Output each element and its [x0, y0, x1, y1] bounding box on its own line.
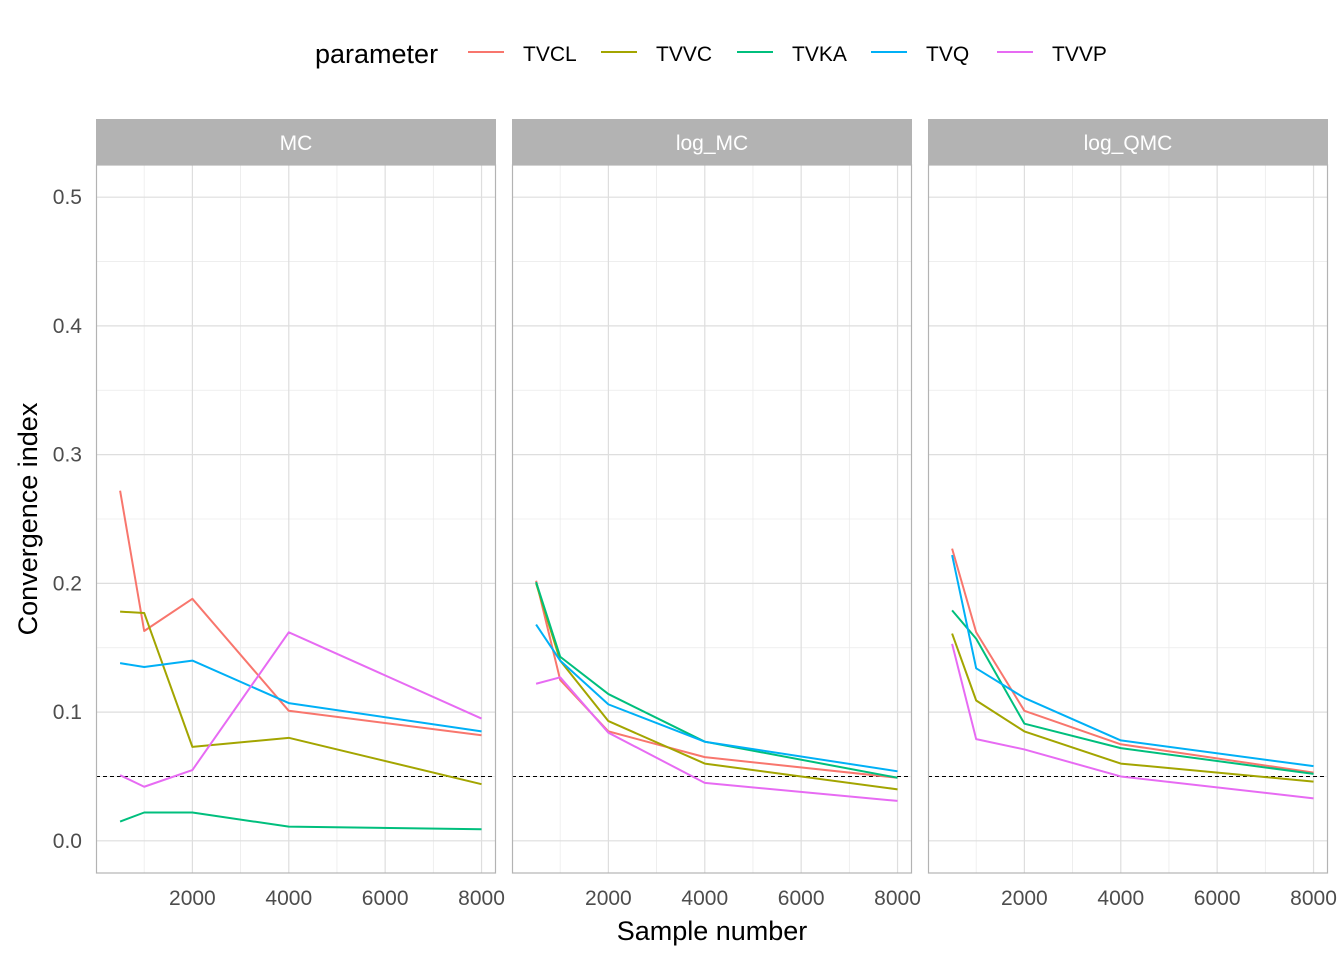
series-line-tvvc	[120, 610, 482, 786]
series-line-tvcl	[119, 490, 482, 737]
legend-label-tvvc: TVVC	[656, 43, 712, 66]
legend-label-tvvp: TVVP	[1052, 43, 1107, 66]
legend-entry-tvvp: TVVP	[997, 43, 1107, 66]
panel-series	[951, 548, 1314, 800]
panel-strip	[512, 119, 912, 165]
x-tick-label: 8000	[458, 887, 505, 910]
y-tick-label: 0.5	[53, 186, 82, 209]
x-tick-label: 6000	[362, 887, 409, 910]
panel-strip-label: MC	[280, 132, 313, 155]
series-line-tvvp	[119, 631, 482, 788]
panel-log-qmc: log_QMC 2000 4000 6000 8000	[927, 119, 1337, 910]
series-line-tvq	[535, 624, 898, 773]
legend-entry-tvcl: TVCL	[468, 43, 577, 66]
panel-strip-label: log_QMC	[1084, 132, 1173, 155]
y-tick-label: 0.2	[53, 572, 82, 595]
x-tick-label: 6000	[1194, 887, 1241, 910]
legend: parameter TVCL TVVC TVKA TVQ TVVP	[315, 39, 1107, 69]
legend-label-tvq: TVQ	[926, 43, 969, 66]
series-line-tvvp	[951, 643, 1314, 800]
series-line-tvq	[119, 659, 482, 733]
series-line-tvq	[951, 554, 1314, 768]
legend-entry-tvvc: TVVC	[601, 43, 712, 66]
panel-strip	[928, 119, 1328, 165]
y-tick-label: 0.0	[53, 830, 82, 853]
legend-label-tvcl: TVCL	[523, 43, 577, 66]
series-line-tvka	[535, 581, 898, 779]
series-line-tvka	[951, 609, 1314, 775]
y-tick-label: 0.4	[53, 315, 83, 338]
panel-border	[95, 164, 497, 874]
panel-series	[535, 580, 898, 802]
y-tick-label: 0.1	[53, 701, 82, 724]
legend-entry-tvka: TVKA	[737, 43, 847, 66]
panel-grid	[928, 165, 1328, 873]
x-tick-label: 2000	[1001, 887, 1048, 910]
series-line-tvvc	[951, 633, 1314, 783]
panel-mc: MC 2000 4000 6000 8000 0.0 0.1 0.2 0.3 0.4 0.5	[53, 119, 505, 910]
x-tick-label: 8000	[1290, 887, 1337, 910]
legend-label-tvka: TVKA	[792, 43, 847, 66]
x-tick-label: 4000	[1097, 887, 1144, 910]
x-tick-label: 6000	[778, 887, 825, 910]
panel-grid	[512, 165, 912, 873]
series-line-tvcl	[951, 548, 1314, 774]
x-tick-label: 4000	[265, 887, 312, 910]
series-line-tvka	[119, 811, 482, 831]
panels: MC 2000 4000 6000 8000 0.0 0.1 0.2 0.3 0.4 0.5 log_…	[53, 119, 1337, 910]
series-line-tvvp	[535, 676, 898, 802]
x-tick-label: 2000	[169, 887, 216, 910]
panel-log-mc: log_MC 2000 4000 6000 8000	[511, 119, 921, 910]
panel-border	[927, 164, 1329, 874]
x-axis-title: Sample number	[617, 916, 808, 946]
panel-strip	[96, 119, 496, 165]
x-tick-label: 4000	[681, 887, 728, 910]
panel-series	[119, 490, 482, 831]
y-axis-title: Convergence index	[13, 402, 43, 635]
legend-title: parameter	[315, 39, 438, 69]
y-tick-label: 0.3	[53, 444, 82, 467]
panel-strip-label: log_MC	[676, 132, 748, 155]
x-tick-label: 2000	[585, 887, 632, 910]
panel-grid	[96, 165, 496, 873]
legend-entry-tvq: TVQ	[871, 43, 969, 66]
panel-border	[511, 164, 913, 874]
x-tick-label: 8000	[874, 887, 921, 910]
